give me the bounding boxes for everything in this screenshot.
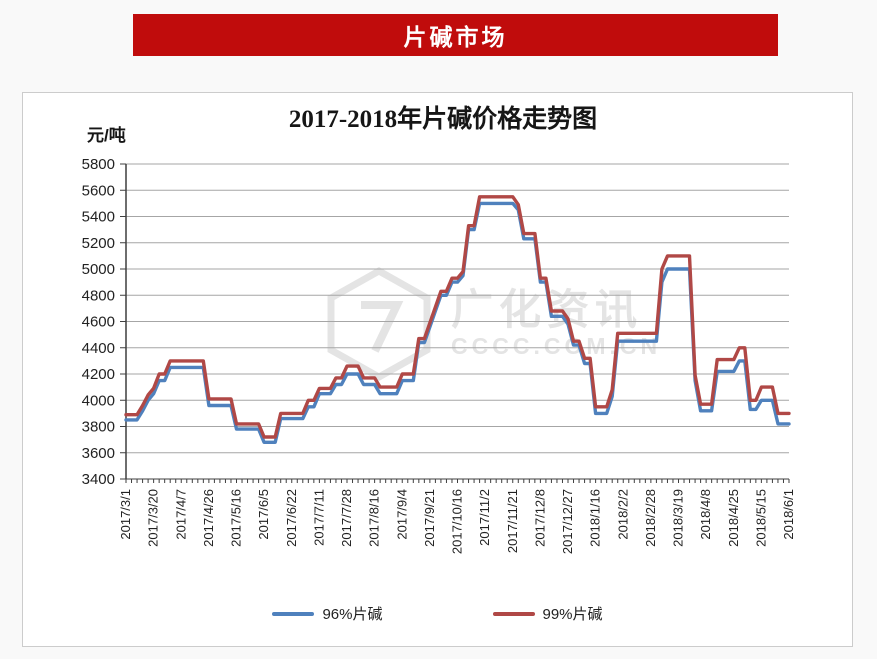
x-tick-label: 2017/4/7 bbox=[173, 489, 188, 540]
y-tick-label: 4400 bbox=[82, 340, 115, 357]
y-tick-label: 5400 bbox=[82, 209, 115, 226]
x-tick-label: 2017/11/21 bbox=[505, 489, 520, 553]
chart-legend: 96%片碱 99%片碱 bbox=[23, 603, 852, 624]
chart-panel: 2017-2018年片碱价格走势图 元/吨 广化资讯 CCCC.COM.CN 3… bbox=[22, 92, 853, 647]
y-axis-unit-label: 元/吨 bbox=[87, 126, 126, 145]
series-line-99%片碱 bbox=[124, 195, 791, 439]
x-tick-label: 2018/5/15 bbox=[753, 489, 768, 547]
price-trend-plot: 3400 3600 3800 4000 4200 4400 4600 4800 5000 5200… bbox=[82, 156, 796, 554]
x-tick-label: 2017/3/1 bbox=[118, 489, 133, 540]
x-tick-label: 2018/1/16 bbox=[588, 489, 603, 547]
gridlines bbox=[120, 163, 789, 480]
x-tick-label: 2017/9/4 bbox=[394, 489, 409, 540]
watermark-text-en: CCCC.COM.CN bbox=[451, 333, 662, 360]
series-line-96%片碱 bbox=[124, 201, 791, 444]
legend-swatch bbox=[272, 611, 315, 616]
x-tick-label: 2017/4/26 bbox=[201, 489, 216, 547]
legend-label: 99%片碱 bbox=[542, 606, 603, 623]
x-axis-labels: 2017/3/1 2017/3/20 2017/4/7 2017/4/26 2017/5… bbox=[118, 489, 796, 554]
watermark-text: 广化资讯 CCCC.COM.CN bbox=[451, 286, 662, 361]
x-tick-label: 2017/12/8 bbox=[532, 489, 547, 547]
y-tick-label: 4600 bbox=[82, 314, 115, 331]
market-banner: 片碱市场 bbox=[133, 14, 778, 56]
x-tick-label: 2018/3/19 bbox=[671, 489, 686, 547]
x-tick-label: 2017/5/16 bbox=[229, 489, 244, 547]
y-tick-label: 5800 bbox=[82, 156, 115, 173]
watermark: 广化资讯 CCCC.COM.CN bbox=[323, 265, 661, 383]
y-tick-label: 5000 bbox=[82, 261, 115, 278]
x-tick-label: 2017/7/11 bbox=[311, 489, 326, 546]
x-tick-label: 2017/9/21 bbox=[422, 489, 437, 547]
y-tick-label: 5600 bbox=[82, 182, 115, 199]
chart-title: 2017-2018年片碱价格走势图 bbox=[288, 106, 598, 133]
y-tick-label: 4800 bbox=[82, 287, 115, 304]
y-axis-labels: 3400 3600 3800 4000 4200 4400 4600 4800 5000 5200… bbox=[82, 156, 115, 488]
x-tick-label: 2017/8/16 bbox=[367, 489, 382, 547]
x-tick-label: 2017/12/27 bbox=[560, 489, 575, 554]
legend-swatch bbox=[492, 611, 535, 616]
watermark-hexagon-icon bbox=[327, 266, 431, 382]
x-tick-label: 2018/4/8 bbox=[698, 489, 713, 540]
y-tick-label: 3600 bbox=[82, 445, 115, 462]
legend-item-96%片碱: 96%片碱 bbox=[272, 603, 383, 624]
legend-item-99%片碱: 99%片碱 bbox=[492, 603, 603, 624]
x-tick-label: 2017/6/5 bbox=[256, 489, 271, 540]
x-tick-label: 2017/10/16 bbox=[450, 489, 465, 554]
x-tick-label: 2017/7/28 bbox=[339, 489, 354, 547]
x-tick-label: 2017/3/20 bbox=[146, 489, 161, 547]
x-axis-ticks bbox=[125, 479, 790, 483]
y-tick-label: 4200 bbox=[82, 366, 115, 383]
y-tick-label: 4000 bbox=[82, 392, 115, 409]
x-tick-label: 2018/6/1 bbox=[781, 489, 796, 540]
y-tick-label: 3800 bbox=[82, 419, 115, 436]
y-tick-label: 3400 bbox=[82, 471, 115, 488]
legend-label: 96%片碱 bbox=[322, 606, 383, 623]
y-tick-label: 5200 bbox=[82, 235, 115, 252]
x-tick-label: 2018/4/25 bbox=[726, 489, 741, 547]
x-tick-label: 2017/11/2 bbox=[477, 489, 492, 546]
market-banner-label: 片碱市场 bbox=[403, 24, 508, 50]
x-tick-label: 2018/2/28 bbox=[643, 489, 658, 547]
watermark-text-cn: 广化资讯 bbox=[451, 286, 644, 334]
x-tick-label: 2018/2/2 bbox=[615, 489, 630, 540]
x-tick-label: 2017/6/22 bbox=[284, 489, 299, 547]
